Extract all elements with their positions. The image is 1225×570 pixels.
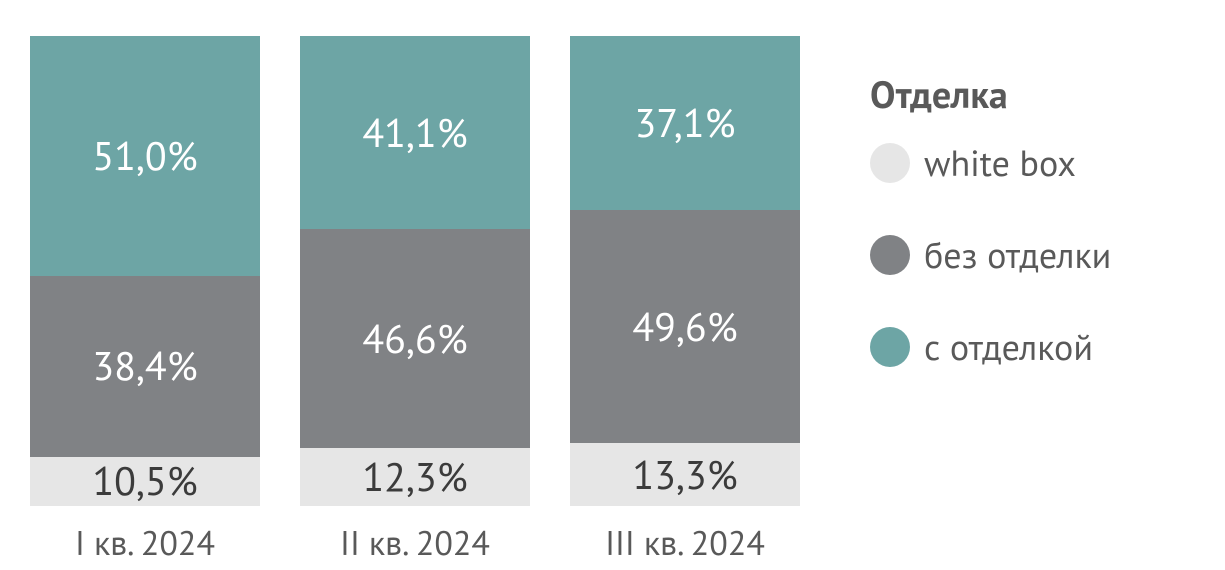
stacked-bar: 41,1% 46,6% 12,3% xyxy=(300,36,530,506)
bar-segment-value: 49,6% xyxy=(632,307,737,347)
bar-segment-value: 13,3% xyxy=(632,455,737,495)
legend: Отделка white box без отделки с отделкой xyxy=(870,70,1210,415)
bar-segment-value: 51,0% xyxy=(92,136,197,176)
x-axis-label: III кв. 2024 xyxy=(605,521,765,565)
stacked-bar-chart: 51,0% 38,4% 10,5% I кв. 2024 41,1% 46,6% 12,3%… xyxy=(30,10,810,565)
legend-label: white box xyxy=(924,139,1076,186)
stacked-bar: 37,1% 49,6% 13,3% xyxy=(570,36,800,506)
bar-segment-with_finish: 41,1% xyxy=(300,36,530,229)
bar-segment-value: 10,5% xyxy=(92,461,197,501)
bar-column: 41,1% 46,6% 12,3% II кв. 2024 xyxy=(300,36,530,565)
bar-segment-no_finish: 38,4% xyxy=(30,276,260,457)
bar-segment-no_finish: 46,6% xyxy=(300,229,530,448)
x-axis-label: I кв. 2024 xyxy=(75,521,215,565)
bar-segment-white_box: 10,5% xyxy=(30,457,260,506)
legend-item-no_finish: без отделки xyxy=(870,231,1210,278)
bar-segment-value: 12,3% xyxy=(362,457,467,497)
bar-segment-value: 46,6% xyxy=(362,319,467,359)
legend-swatch-icon xyxy=(870,143,910,183)
bar-segment-value: 38,4% xyxy=(92,346,197,386)
legend-item-white_box: white box xyxy=(870,139,1210,186)
legend-swatch-icon xyxy=(870,327,910,367)
stacked-bar: 51,0% 38,4% 10,5% xyxy=(30,36,260,506)
legend-item-with_finish: с отделкой xyxy=(870,323,1210,370)
legend-title: Отделка xyxy=(870,70,1210,119)
x-axis-label: II кв. 2024 xyxy=(340,521,490,565)
bar-column: 51,0% 38,4% 10,5% I кв. 2024 xyxy=(30,36,260,565)
bar-segment-with_finish: 51,0% xyxy=(30,36,260,276)
bar-segment-with_finish: 37,1% xyxy=(570,36,800,210)
legend-swatch-icon xyxy=(870,235,910,275)
bar-segment-white_box: 12,3% xyxy=(300,448,530,506)
legend-label: без отделки xyxy=(924,231,1111,278)
bar-segment-no_finish: 49,6% xyxy=(570,210,800,443)
legend-label: с отделкой xyxy=(924,323,1093,370)
bar-segment-value: 37,1% xyxy=(635,103,736,143)
bar-segment-white_box: 13,3% xyxy=(570,443,800,506)
bar-column: 37,1% 49,6% 13,3% III кв. 2024 xyxy=(570,36,800,565)
bar-segment-value: 41,1% xyxy=(362,113,467,153)
